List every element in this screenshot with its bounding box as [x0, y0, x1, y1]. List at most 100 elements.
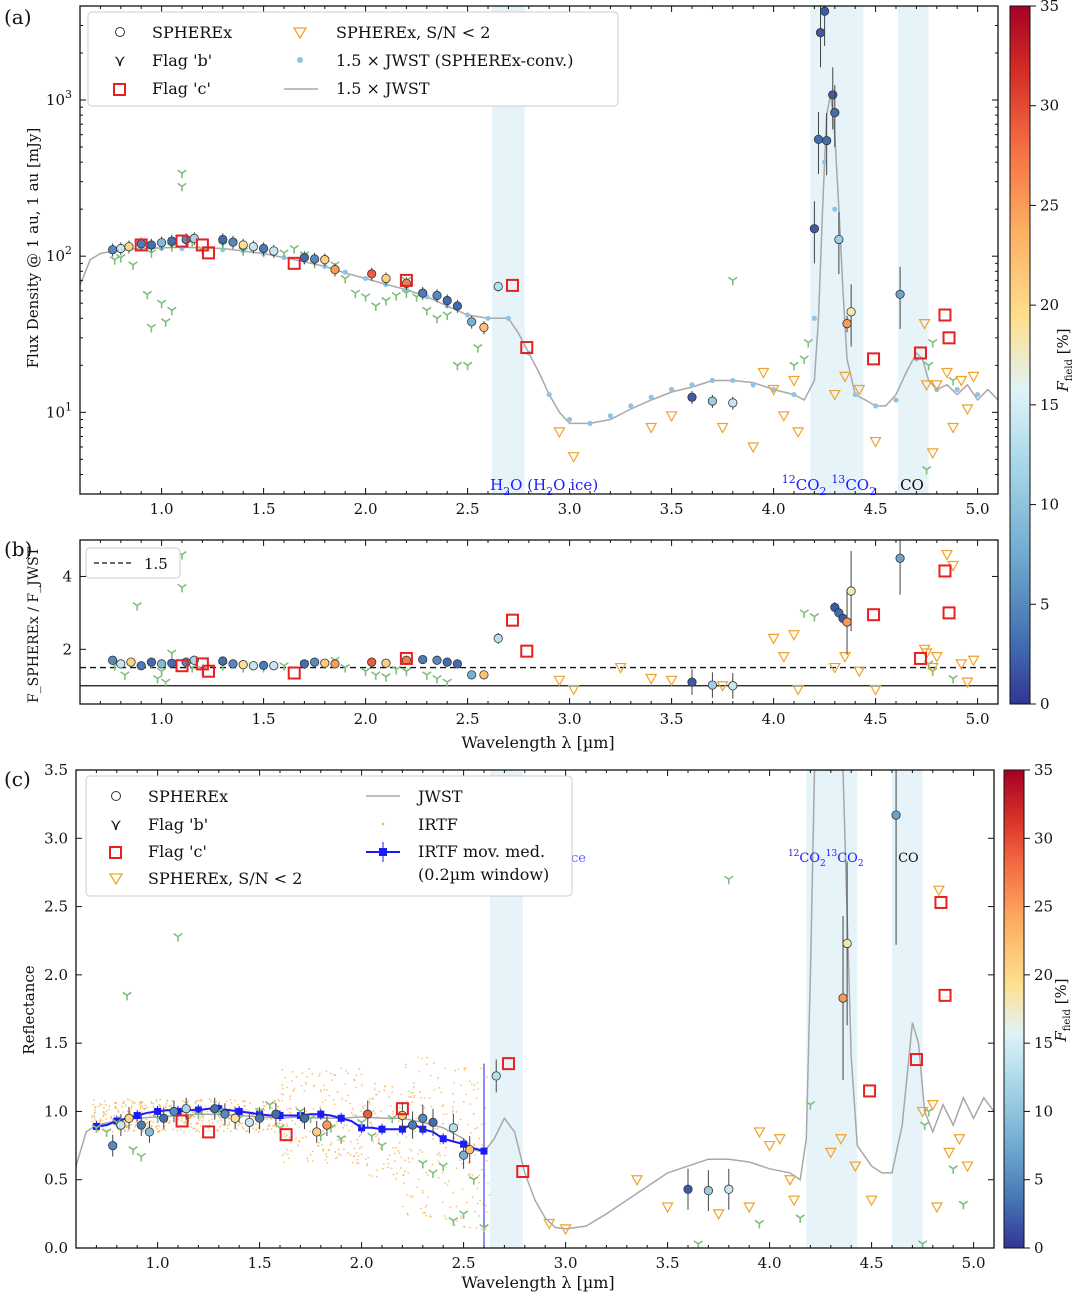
irtf-point — [278, 1121, 281, 1124]
irtf-point — [122, 1102, 124, 1104]
irtf-point — [427, 1174, 430, 1177]
spherex-point — [312, 1127, 322, 1137]
lowsn-point — [828, 389, 841, 401]
legend-c-flagb: Flag 'b' — [148, 815, 208, 834]
ytick-label: 102 — [46, 244, 72, 265]
irtf-point — [442, 1113, 445, 1116]
irtf-point — [138, 1110, 141, 1113]
jwst-conv-point — [975, 391, 981, 398]
flag-b-stroke — [948, 674, 954, 680]
spherex-point — [830, 108, 840, 118]
irtf-point — [441, 1105, 444, 1108]
legend-a-flagb: Flag 'b' — [152, 51, 212, 70]
flag-b-point — [948, 674, 958, 684]
flag-b-point — [789, 361, 799, 371]
flag-b-stroke — [805, 1100, 811, 1106]
lowsn-point — [757, 367, 770, 379]
irtf-point — [336, 1090, 339, 1093]
irtf-point — [286, 1108, 289, 1111]
lowsn-point — [926, 1100, 939, 1111]
irtf-point — [395, 1146, 397, 1149]
jwst-conv-point — [567, 416, 573, 423]
irtf-point — [201, 1119, 204, 1122]
flag-b-point — [128, 261, 138, 270]
irtf-point — [152, 1109, 155, 1111]
xtick-label: 4.5 — [860, 1254, 884, 1272]
irtf-point — [451, 1092, 454, 1095]
irtf-point — [349, 1141, 352, 1143]
spherex-point — [895, 553, 905, 563]
irtf-point — [278, 1100, 281, 1102]
lowsn-point — [792, 427, 805, 439]
flag-b-point — [422, 306, 432, 316]
spherex-point — [467, 670, 477, 680]
irtf-point — [404, 1066, 407, 1069]
spherex-point — [181, 1104, 191, 1114]
band-label-h2o: H2O (H2O ice) — [490, 476, 598, 498]
colorbar-tick-label: 5 — [1034, 1171, 1044, 1189]
spherex-point — [724, 1184, 734, 1194]
flag-b-stroke — [177, 182, 183, 188]
irtf-point — [372, 1140, 375, 1143]
flag-b-stroke — [922, 1240, 928, 1245]
irtf-point — [242, 1109, 245, 1111]
irtf-point — [294, 1122, 297, 1125]
flag-b-point — [120, 671, 130, 680]
irtf-point — [360, 1084, 363, 1087]
spherex-point — [491, 1071, 501, 1081]
irtf-point — [117, 1109, 119, 1111]
lowsn-point — [665, 675, 678, 687]
band-label-co: CO — [898, 851, 919, 866]
irtf-median-point — [194, 1106, 202, 1114]
flag-b-point — [728, 276, 738, 286]
irtf-point — [386, 1158, 389, 1161]
panel-c-xlabel: Wavelength λ [µm] — [461, 1273, 614, 1292]
legend-conv-marker — [297, 57, 303, 63]
lowsn-point — [559, 1224, 572, 1236]
colorbar-tick-label: 35 — [1034, 761, 1053, 779]
spherex-point — [418, 654, 428, 665]
flag-c-point — [202, 246, 216, 260]
flag-b-stroke — [156, 299, 163, 304]
irtf-point — [206, 1110, 209, 1113]
lowsn-point — [763, 1140, 776, 1152]
flag-b-stroke — [456, 361, 463, 366]
lowsn-point — [930, 652, 943, 663]
flag-b-stroke — [167, 306, 173, 311]
irtf-point — [430, 1105, 433, 1108]
band-label-part: 2 — [820, 859, 826, 869]
irtf-point — [93, 1114, 96, 1117]
jwst-conv-point — [791, 391, 797, 398]
irtf-point — [142, 1130, 144, 1133]
band-1 — [806, 770, 858, 1248]
flag-b-stroke — [132, 1146, 138, 1151]
irtf-point — [325, 1089, 328, 1091]
lowsn-point — [828, 662, 841, 674]
spherex-point — [218, 234, 228, 245]
irtf-point — [183, 1130, 185, 1133]
spherex-point — [146, 240, 156, 250]
flag-b-stroke — [432, 674, 438, 680]
spherex-point — [126, 657, 136, 667]
lowsn-point — [716, 681, 729, 693]
band-label-part: 13 — [831, 473, 845, 486]
irtf-point — [281, 1154, 284, 1157]
irtf-point — [373, 1088, 376, 1091]
irtf-point — [105, 1113, 107, 1116]
band-label-part: H — [490, 476, 503, 494]
spherex-point — [493, 281, 503, 292]
flag-b-stroke — [171, 243, 177, 248]
flag-c-point — [505, 278, 519, 292]
irtf-point — [360, 1146, 363, 1149]
irtf-point — [425, 1171, 428, 1174]
irtf-point — [281, 1122, 284, 1125]
irtf-point — [184, 1120, 187, 1123]
ytick-label: 1.5 — [44, 1034, 68, 1052]
flag-b-point — [122, 991, 132, 1001]
colorbar-tick-label: 15 — [1040, 396, 1059, 414]
irtf-point — [103, 1112, 105, 1115]
irtf-point — [223, 1124, 226, 1127]
flag-b-stroke — [320, 1132, 326, 1137]
irtf-point — [485, 1204, 488, 1207]
irtf-point — [161, 1129, 164, 1132]
